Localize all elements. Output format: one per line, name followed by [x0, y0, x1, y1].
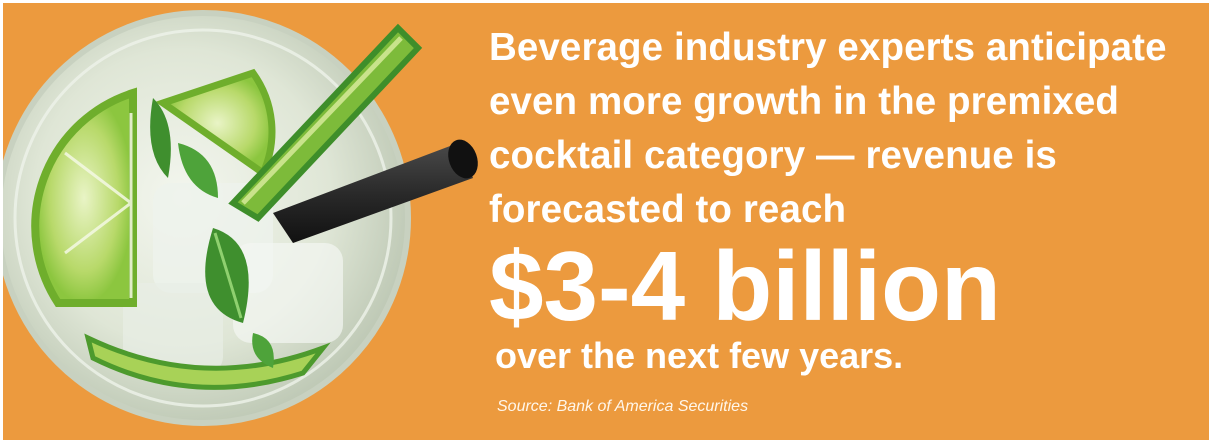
- headline: Beverage industry experts anticipate eve…: [489, 26, 1167, 231]
- revenue-figure: $3-4 billion: [489, 231, 1001, 341]
- text-block: Beverage industry experts anticipate eve…: [489, 21, 1189, 417]
- headline-tail: over the next few years.: [495, 335, 904, 376]
- source-citation: Source: Bank of America Securities: [497, 398, 749, 415]
- cocktail-glass-icon: [3, 10, 478, 426]
- infographic-banner: Beverage industry experts anticipate eve…: [3, 3, 1209, 440]
